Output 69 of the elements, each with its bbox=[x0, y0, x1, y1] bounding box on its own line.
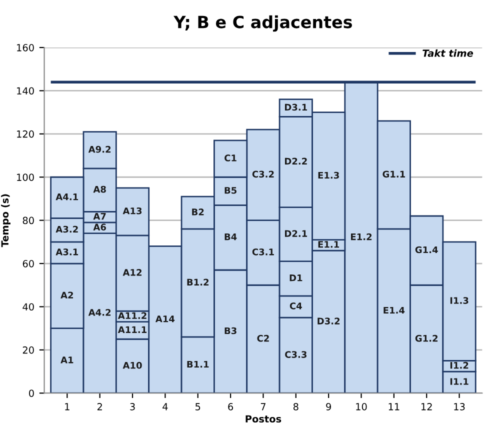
data-label: A3.2 bbox=[56, 226, 78, 233]
x-axis-title: Postos bbox=[246, 415, 282, 423]
data-label: I1.3 bbox=[450, 297, 468, 304]
data-label: C3.1 bbox=[252, 248, 274, 256]
data-label: E1.3 bbox=[318, 172, 339, 179]
data-label: A8 bbox=[93, 186, 106, 193]
data-label: B2 bbox=[192, 208, 204, 216]
data-label: A4.1 bbox=[56, 194, 78, 200]
y-tick-label: 100 bbox=[17, 174, 34, 181]
x-tick-label: 12 bbox=[421, 403, 432, 410]
legend-label: Takt time bbox=[422, 49, 474, 57]
data-label: B3 bbox=[224, 327, 236, 334]
data-label: E1.1 bbox=[318, 241, 340, 248]
y-tick-label: 80 bbox=[22, 216, 34, 224]
data-label: A13 bbox=[122, 207, 142, 214]
x-tick-label: 3 bbox=[130, 403, 135, 410]
data-label: C3.3 bbox=[285, 351, 306, 358]
data-label: G1.4 bbox=[415, 246, 438, 254]
data-label: A14 bbox=[155, 316, 175, 322]
data-label: G1.2 bbox=[415, 334, 438, 342]
y-tick-label: 140 bbox=[17, 87, 34, 95]
data-label: B4 bbox=[224, 234, 237, 240]
x-tick-label: 6 bbox=[228, 403, 234, 410]
data-label: A11.1 bbox=[118, 326, 147, 333]
data-label: A4.2 bbox=[88, 308, 111, 316]
x-tick-label: 11 bbox=[388, 403, 400, 410]
data-label: A1 bbox=[60, 356, 74, 364]
x-tick-label: 4 bbox=[162, 403, 168, 410]
chart-title: Y; B e C adjacentes bbox=[174, 15, 352, 32]
y-tick-label: 120 bbox=[17, 130, 34, 138]
data-label: A9.2 bbox=[88, 146, 111, 153]
data-label: B5 bbox=[224, 187, 236, 194]
data-label: D3.1 bbox=[284, 104, 308, 111]
y-tick-label: 20 bbox=[22, 346, 34, 354]
data-label: D3.2 bbox=[318, 318, 340, 324]
data-label: C1 bbox=[224, 154, 236, 162]
x-tick-label: 9 bbox=[326, 403, 331, 410]
data-label: A6 bbox=[93, 224, 106, 230]
data-label: D2.2 bbox=[284, 158, 307, 164]
data-label: I1.1 bbox=[450, 378, 468, 385]
x-tick-label: 10 bbox=[356, 403, 367, 410]
y-tick-label: 60 bbox=[22, 260, 34, 268]
x-tick-label: 8 bbox=[293, 403, 298, 410]
data-label: A11.2 bbox=[118, 312, 146, 319]
data-label: B1.2 bbox=[187, 278, 209, 286]
x-tick-label: 13 bbox=[454, 403, 465, 410]
x-tick-label: 5 bbox=[196, 403, 200, 410]
data-label: E1.2 bbox=[351, 233, 372, 240]
data-label: A10 bbox=[122, 362, 142, 369]
data-label: A3.1 bbox=[56, 248, 78, 256]
x-tick-label: 2 bbox=[97, 403, 102, 410]
y-tick-label: 40 bbox=[22, 303, 34, 311]
data-label: A7 bbox=[93, 212, 106, 220]
data-label: B1.1 bbox=[187, 360, 209, 368]
data-label: D2.1 bbox=[284, 230, 308, 237]
data-label: A2 bbox=[60, 292, 74, 298]
y-tick-label: 0 bbox=[29, 390, 34, 397]
y-tick-label: 160 bbox=[17, 44, 34, 52]
x-tick-label: 7 bbox=[260, 403, 266, 410]
data-label: C2 bbox=[257, 334, 269, 342]
data-label: I1.2 bbox=[450, 362, 468, 369]
data-label: C4 bbox=[290, 302, 302, 310]
data-label: D1 bbox=[290, 274, 302, 282]
data-label: A12 bbox=[122, 269, 142, 276]
data-label: G1.1 bbox=[382, 170, 406, 178]
x-tick-label: 1 bbox=[65, 403, 70, 410]
data-label: C3.2 bbox=[252, 170, 274, 178]
data-label: E1.4 bbox=[384, 306, 405, 314]
y-axis-title: Tempo (s) bbox=[1, 194, 10, 248]
